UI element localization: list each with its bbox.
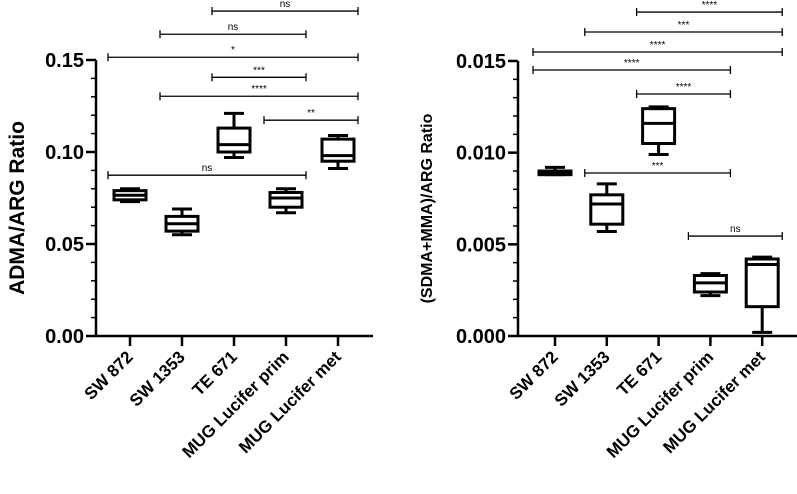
significance-label: ** bbox=[307, 108, 315, 119]
significance-label: *** bbox=[652, 161, 664, 172]
x-tick-label: TE 671 bbox=[613, 347, 665, 399]
significance-label: **** bbox=[251, 84, 267, 95]
significance-bracket: * bbox=[107, 45, 359, 62]
box-4 bbox=[692, 272, 728, 298]
significance-bracket: **** bbox=[635, 0, 783, 17]
box-3 bbox=[216, 111, 252, 160]
y-axis-label: (SDMA+MMA)/ARG Ratio bbox=[419, 113, 436, 303]
y-tick-label: 0.00 bbox=[45, 326, 84, 348]
box-2 bbox=[589, 182, 625, 233]
y-tick-label: 0.005 bbox=[456, 234, 506, 256]
significance-label: **** bbox=[702, 0, 718, 11]
significance-bracket: ns bbox=[211, 0, 359, 16]
significance-label: **** bbox=[624, 58, 640, 69]
box-iqr bbox=[268, 190, 304, 209]
significance-bracket: **** bbox=[635, 82, 732, 98]
significance-label: ns bbox=[228, 22, 239, 33]
y-tick-label: 0.15 bbox=[45, 50, 84, 72]
y-tick-label: 0.10 bbox=[45, 142, 84, 164]
significance-bracket: *** bbox=[211, 65, 307, 82]
box-1 bbox=[112, 187, 148, 204]
y-axis-label: ADMA/ARG Ratio bbox=[6, 121, 29, 295]
y-tick-label: 0.015 bbox=[456, 51, 506, 73]
x-tick-label: MUG Lucifer met bbox=[235, 347, 345, 457]
significance-bracket: **** bbox=[532, 58, 732, 74]
box-iqr bbox=[320, 137, 356, 163]
x-tick-label: TE 671 bbox=[189, 347, 241, 399]
significance-label: *** bbox=[253, 65, 265, 76]
significance-bracket: ns bbox=[687, 224, 783, 241]
x-tick-label: SW 1353 bbox=[551, 347, 614, 410]
significance-label: *** bbox=[678, 20, 690, 31]
significance-bracket: ** bbox=[263, 108, 359, 125]
y-tick-label: 0.05 bbox=[45, 234, 84, 256]
x-tick-label: SW 1353 bbox=[126, 347, 189, 410]
box-3 bbox=[641, 105, 677, 156]
significance-label: ns bbox=[202, 163, 213, 174]
y-tick-label: 0.000 bbox=[456, 326, 506, 348]
box-4 bbox=[268, 187, 304, 215]
y-tick-label: 0.010 bbox=[456, 143, 506, 165]
significance-label: **** bbox=[676, 82, 692, 93]
significance-label: ns bbox=[280, 0, 291, 10]
significance-bracket: ns bbox=[159, 22, 307, 39]
significance-bracket: **** bbox=[159, 84, 359, 101]
box-iqr bbox=[641, 107, 677, 145]
significance-bracket: **** bbox=[532, 40, 783, 57]
box-5 bbox=[744, 255, 780, 334]
box-iqr bbox=[744, 257, 780, 309]
significance-bracket: ns bbox=[107, 163, 307, 180]
box-2 bbox=[164, 207, 200, 237]
box-iqr bbox=[216, 126, 252, 154]
significance-bracket: *** bbox=[584, 161, 732, 178]
panel-2: 0.000 0.005 0.010 0.015 (SDMA+MMA)/ARG Ratio… bbox=[419, 0, 797, 462]
box-1 bbox=[537, 165, 573, 177]
significance-label: ns bbox=[730, 224, 741, 235]
box-5 bbox=[320, 133, 356, 171]
significance-label: * bbox=[231, 45, 235, 56]
significance-label: **** bbox=[650, 40, 666, 51]
box-iqr bbox=[589, 193, 625, 226]
significance-bracket: *** bbox=[584, 20, 783, 37]
